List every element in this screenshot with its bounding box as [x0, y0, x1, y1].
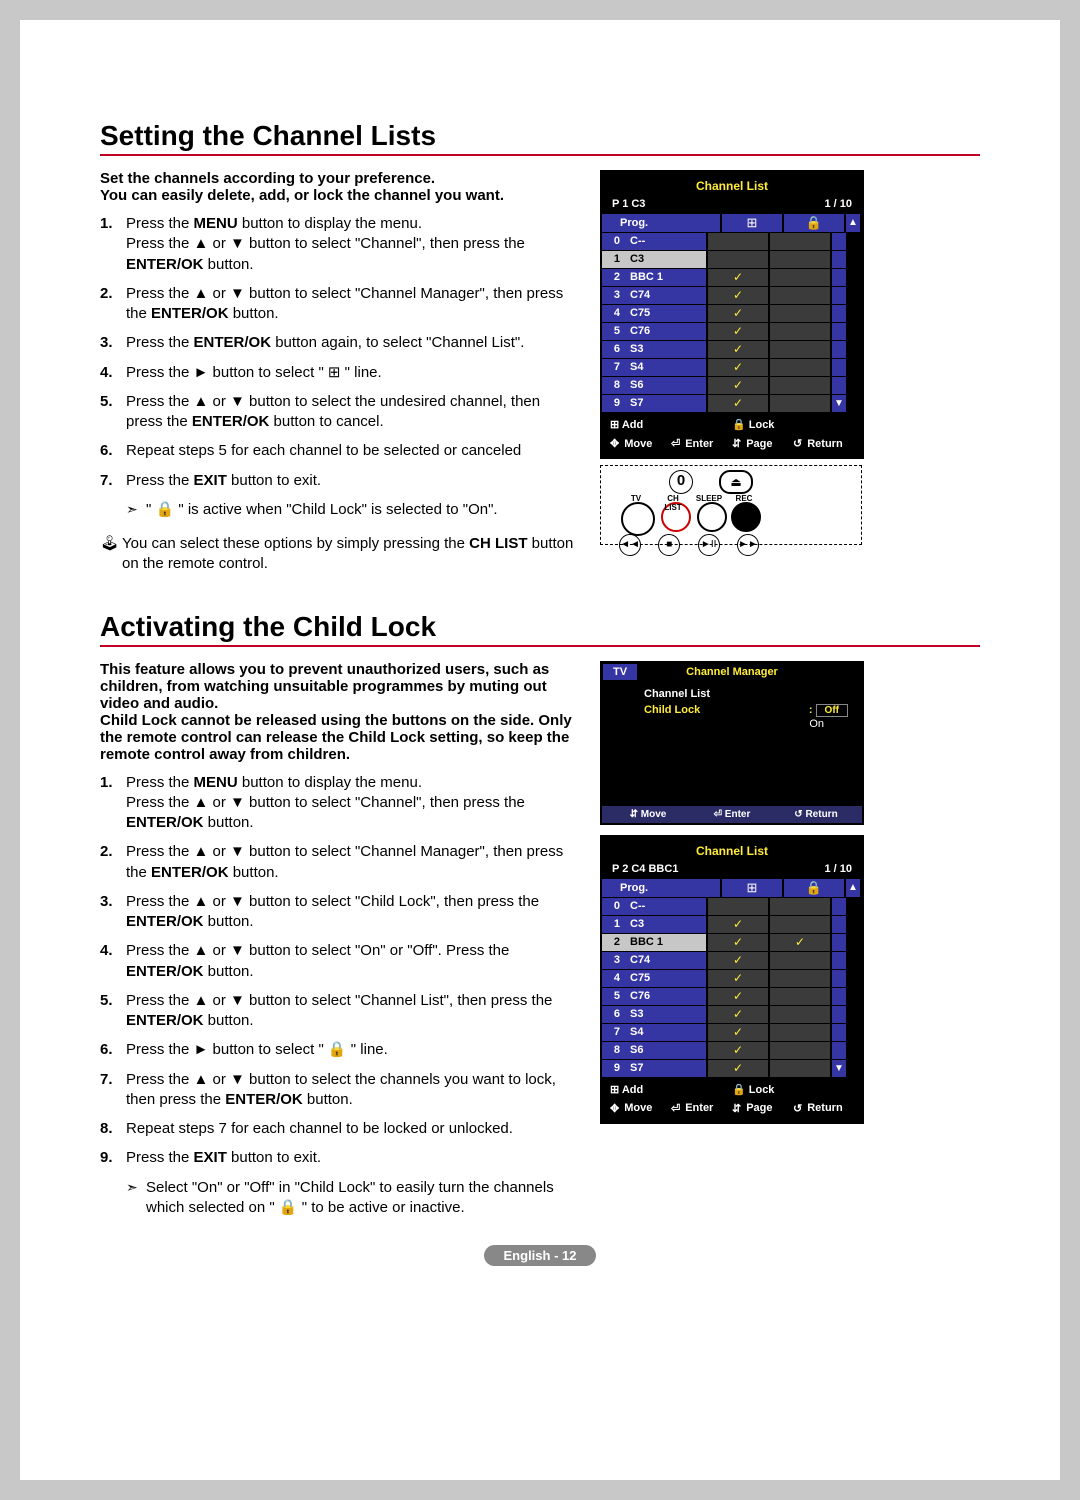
remote-rew-button[interactable]: ◄◄ [619, 534, 641, 556]
channel-row[interactable]: 7S4 [602, 1024, 862, 1041]
section1-left: Set the channels according to your prefe… [100, 170, 580, 575]
channel-row[interactable]: 2BBC 1 [602, 269, 862, 286]
step-item: Press the ▲ or ▼ button to select "Chann… [100, 991, 580, 1032]
channel-row[interactable]: 0C-- [602, 898, 862, 915]
channel-row[interactable]: 0C-- [602, 233, 862, 250]
channel-row[interactable]: 6S3 [602, 341, 862, 358]
step-item: Press the ▲ or ▼ button to select the ch… [100, 1070, 580, 1111]
step-item: Repeat steps 5 for each channel to be se… [100, 441, 580, 461]
section2-note: ➣ Select "On" or "Off" in "Child Lock" t… [126, 1178, 580, 1219]
remote-zero-button[interactable]: 0 [669, 470, 693, 494]
step-item: Press the ▲ or ▼ button to select "Chann… [100, 842, 580, 883]
channel-list-osd-2: Channel List P 2 C4 BBC11 / 10 Prog.⊞🔒▲ … [600, 835, 864, 1124]
pointer-icon: ➣ [126, 500, 146, 520]
channel-row[interactable]: 8S6 [602, 1042, 862, 1059]
section1-heading: Setting the Channel Lists [100, 120, 980, 152]
channel-row[interactable]: 2BBC 1 [602, 934, 862, 951]
remote-panel: 0 ⏏ TV CH LIST SLEEP REC ◄◄ ■ ►II ►► [600, 465, 862, 545]
content: Setting the Channel Lists Set the channe… [100, 120, 980, 1263]
channel-row[interactable]: 5C76 [602, 988, 862, 1005]
remote-rec-button[interactable] [731, 502, 761, 532]
channel-row[interactable]: 4C75 [602, 305, 862, 322]
section1-steps: Press the MENU button to display the men… [100, 214, 580, 491]
channel-row[interactable]: 6S3 [602, 1006, 862, 1023]
step-item: Press the ► button to select " 🔒 " line. [100, 1040, 580, 1060]
remote-play-button[interactable]: ►II [698, 534, 720, 556]
channel-row[interactable]: 7S4 [602, 359, 862, 376]
remote-eject-button[interactable]: ⏏ [719, 470, 753, 494]
section2-intro: This feature allows you to prevent unaut… [100, 661, 580, 763]
channel-row[interactable]: 1C3 [602, 251, 862, 268]
step-item: Press the ▲ or ▼ button to select "Child… [100, 892, 580, 933]
channel-row[interactable]: 4C75 [602, 970, 862, 987]
step-item: Press the ▲ or ▼ button to select the un… [100, 392, 580, 433]
channel-row[interactable]: 8S6 [602, 377, 862, 394]
section1-note2: 🕹 You can select these options by simply… [100, 534, 580, 575]
divider [100, 645, 980, 647]
channel-row[interactable]: 1C3 [602, 916, 862, 933]
section1-intro: Set the channels according to your prefe… [100, 170, 580, 204]
channel-list-osd: Channel List P 1 C31 / 10 Prog.⊞🔒▲ 0C-- … [600, 170, 864, 459]
step-item: Press the MENU button to display the men… [100, 773, 580, 834]
section2-heading: Activating the Child Lock [100, 611, 980, 643]
step-item: Press the EXIT button to exit. [100, 1148, 580, 1168]
channel-manager-osd: TV Channel Manager Channel List Child Lo… [600, 661, 864, 825]
step-item: Press the MENU button to display the men… [100, 214, 580, 275]
remote-sleep-button[interactable] [697, 502, 727, 532]
channel-row[interactable]: 9S7 ▼ [602, 395, 862, 412]
channel-row[interactable]: 5C76 [602, 323, 862, 340]
step-item: Press the EXIT button to exit. [100, 471, 580, 491]
manual-page: Setting the Channel Lists Set the channe… [20, 20, 1060, 1480]
channel-row[interactable]: 3C74 [602, 287, 862, 304]
divider [100, 154, 980, 156]
channel-row[interactable]: 9S7 ▼ [602, 1060, 862, 1077]
step-item: Repeat steps 7 for each channel to be lo… [100, 1119, 580, 1139]
remote-stop-button[interactable]: ■ [658, 534, 680, 556]
remote-tv-button[interactable] [621, 502, 655, 536]
step-item: Press the ENTER/OK button again, to sele… [100, 333, 580, 353]
section1-note1: ➣ " 🔒 " is active when "Child Lock" is s… [126, 500, 580, 520]
pointer-icon: ➣ [126, 1178, 146, 1219]
step-item: Press the ► button to select " ⊞ " line. [100, 363, 580, 383]
channel-row[interactable]: 3C74 [602, 952, 862, 969]
step-item: Press the ▲ or ▼ button to select "Chann… [100, 284, 580, 325]
remote-icon: 🕹 [100, 534, 122, 575]
page-footer: English - 12 [100, 1248, 980, 1263]
step-item: Press the ▲ or ▼ button to select "On" o… [100, 941, 580, 982]
section2-steps: Press the MENU button to display the men… [100, 773, 580, 1169]
remote-ff-button[interactable]: ►► [737, 534, 759, 556]
section2-left: This feature allows you to prevent unaut… [100, 661, 580, 1225]
